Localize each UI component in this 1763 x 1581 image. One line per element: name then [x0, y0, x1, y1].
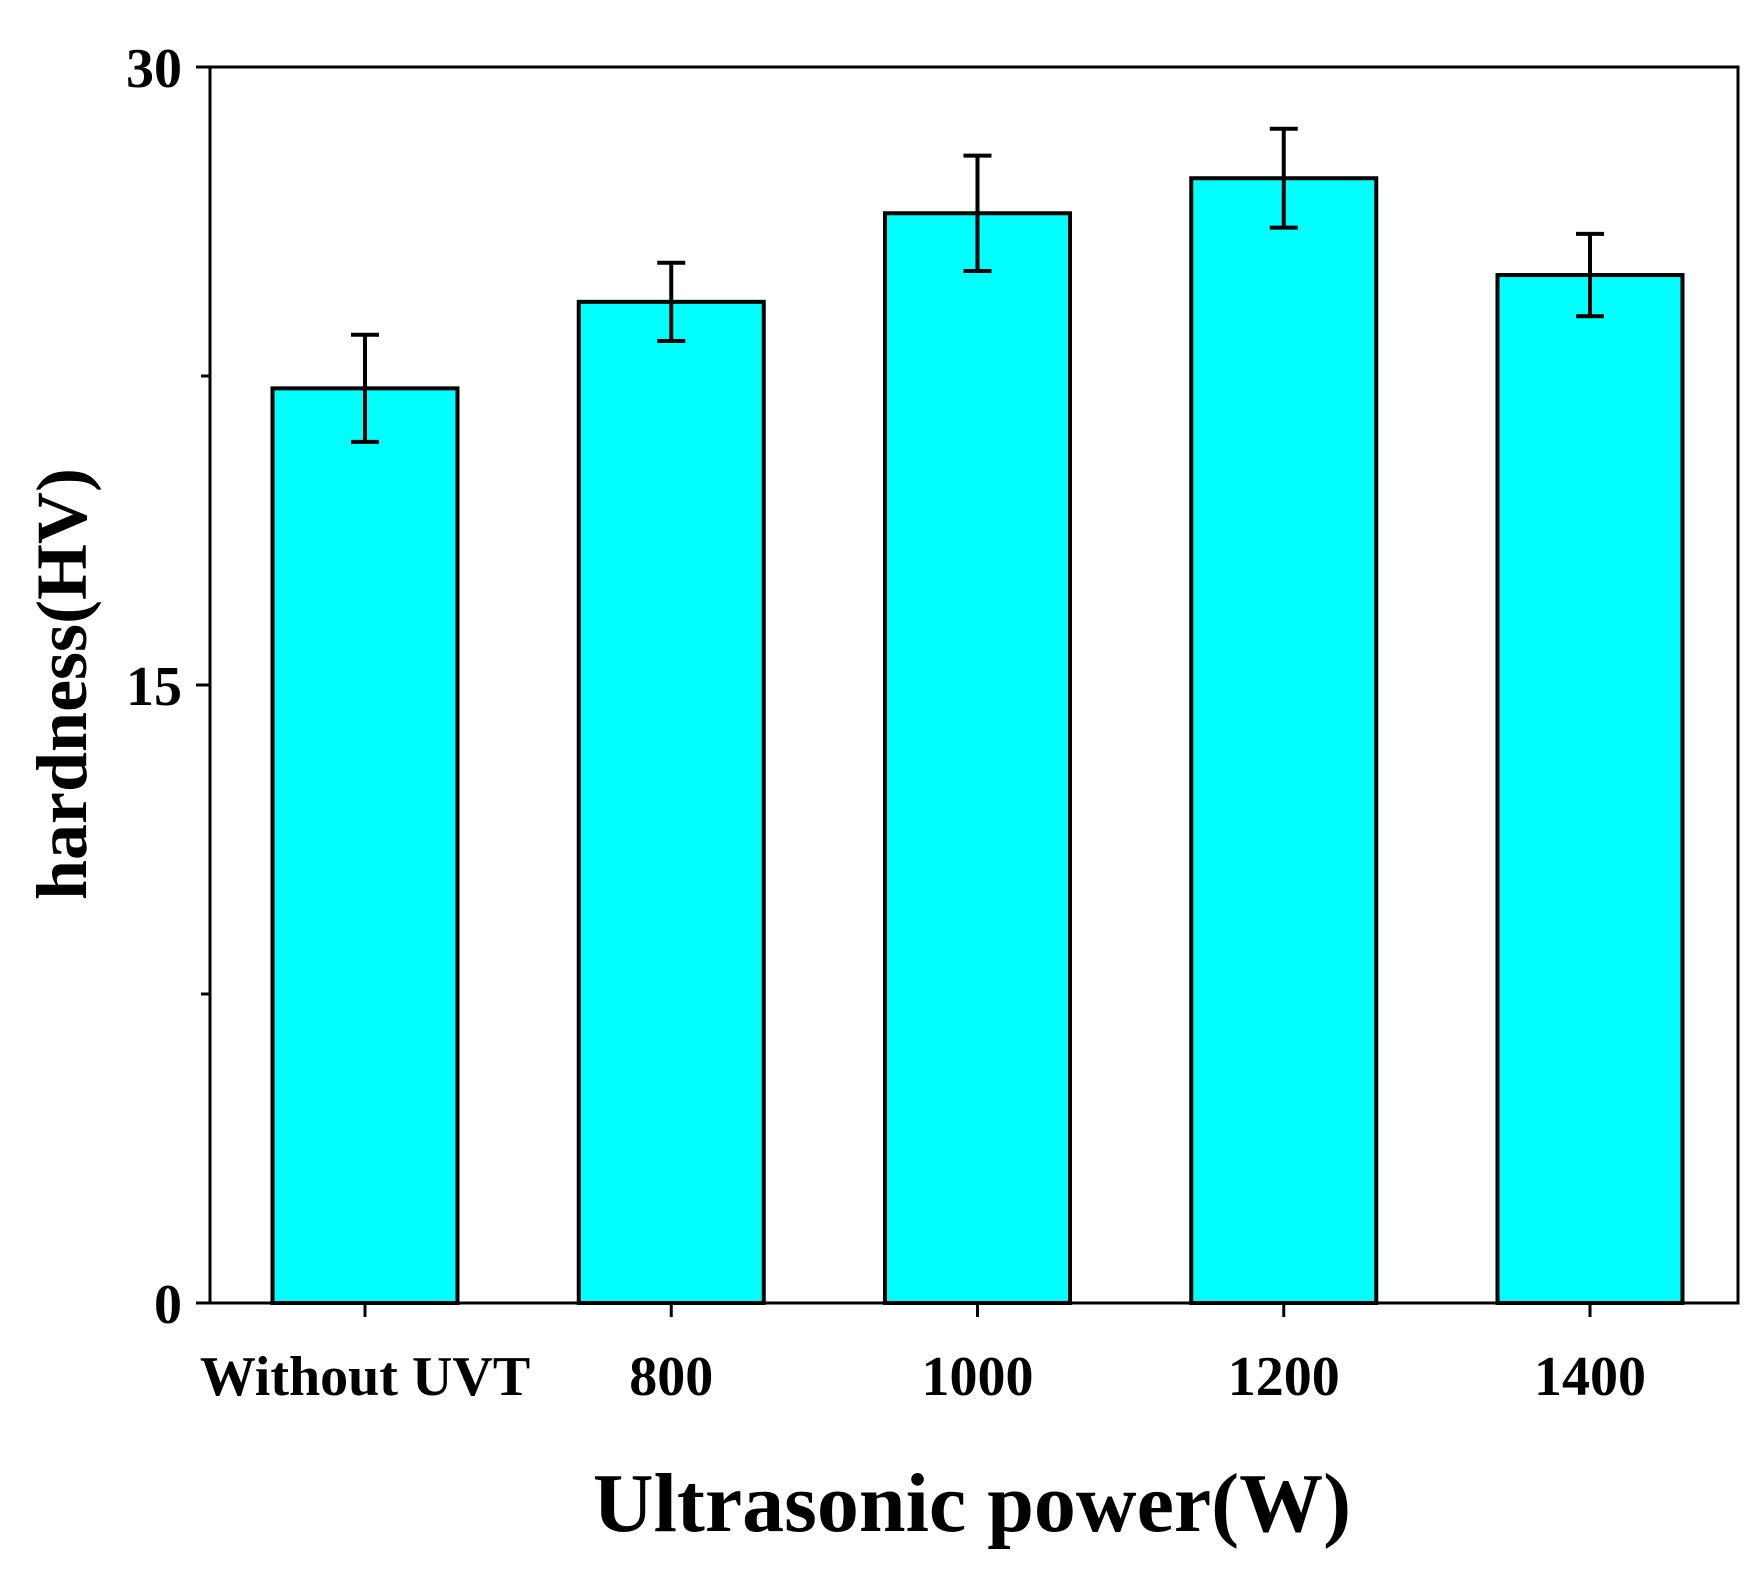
x-tick-label: 1400 — [1534, 1346, 1646, 1408]
error-bar — [351, 332, 379, 444]
error-bar — [657, 260, 686, 343]
x-axis-title: Ultrasonic power(W) — [593, 1457, 1351, 1550]
bars-layer — [270, 176, 1685, 1306]
y-tick-label: 0 — [154, 1274, 182, 1336]
y-tick-label: 30 — [126, 38, 182, 100]
bar — [1189, 176, 1379, 1306]
error-bar — [963, 153, 992, 273]
y-axis-title: hardness(HV) — [22, 468, 102, 900]
x-tick-label: 1000 — [922, 1346, 1034, 1408]
x-tick-label: Without UVT — [200, 1346, 530, 1408]
error-bar — [1269, 126, 1298, 230]
x-tick-label: 800 — [629, 1346, 713, 1408]
bar — [883, 211, 1072, 1305]
error-bars-layer — [351, 126, 1604, 444]
y-tick-label: 15 — [126, 656, 182, 718]
bar — [1495, 273, 1685, 1305]
bar — [576, 299, 766, 1305]
bar — [270, 386, 460, 1305]
ticks-layer: Without UVT 800 1000 1200 1400 0 15 30 — [126, 38, 1646, 1408]
x-tick-label: 1200 — [1228, 1346, 1340, 1408]
error-bar — [1576, 231, 1604, 319]
